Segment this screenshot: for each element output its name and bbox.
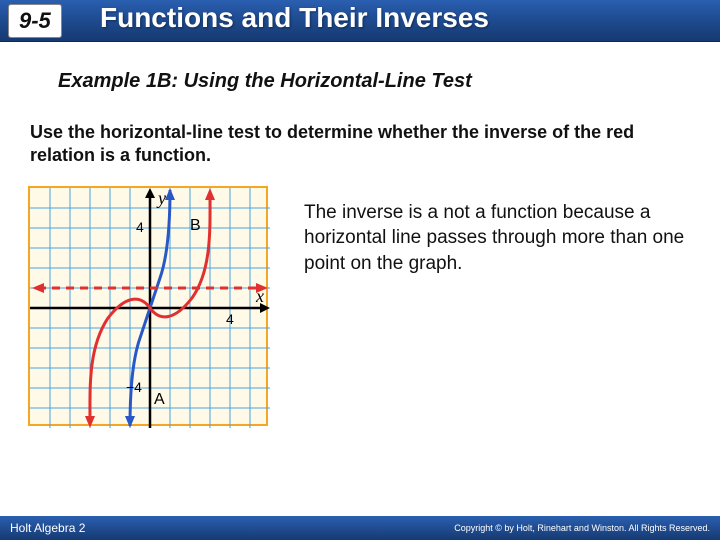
curve-label-a: A bbox=[154, 391, 165, 408]
footer-bar: Holt Algebra 2 Copyright © by Holt, Rine… bbox=[0, 516, 720, 540]
footer-copyright: Copyright © by Holt, Rinehart and Winsto… bbox=[454, 523, 710, 533]
curve-label-b: B bbox=[190, 217, 201, 234]
graph-figure: y x 4 4 −4 A B bbox=[28, 186, 268, 426]
tick-x-4: 4 bbox=[226, 311, 234, 327]
footer-book-title: Holt Algebra 2 bbox=[10, 521, 85, 535]
explanation-text: The inverse is a not a function because … bbox=[292, 186, 692, 426]
example-title: Example 1B: Using the Horizontal-Line Te… bbox=[58, 70, 720, 93]
page-title: Functions and Their Inverses bbox=[100, 2, 489, 34]
content-row: y x 4 4 −4 A B The inverse is a not a fu… bbox=[0, 186, 720, 426]
y-axis-label: y bbox=[156, 188, 166, 208]
tick-y-4: 4 bbox=[136, 219, 144, 235]
instruction-text: Use the horizontal-line test to determin… bbox=[30, 121, 690, 168]
section-number: 9-5 bbox=[8, 4, 62, 38]
tick-y-neg4: −4 bbox=[126, 379, 142, 395]
x-axis-label: x bbox=[255, 286, 264, 306]
header-bar: 9-5 Functions and Their Inverses bbox=[0, 0, 720, 42]
